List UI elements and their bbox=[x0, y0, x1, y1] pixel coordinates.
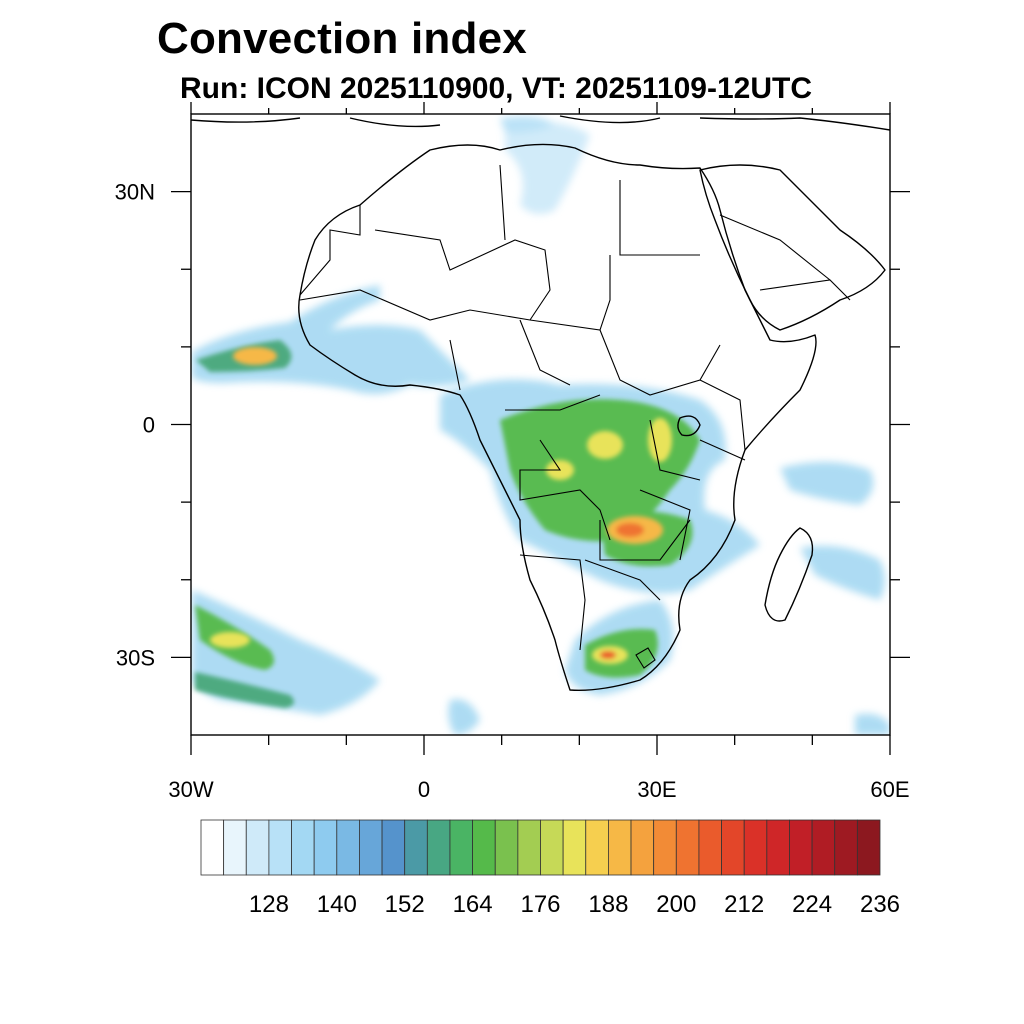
colorbar-swatch bbox=[653, 819, 677, 876]
colorbar-swatch bbox=[359, 819, 383, 876]
lon-tick-label: 30E bbox=[637, 777, 676, 802]
colorbar-tick-label: 140 bbox=[317, 891, 357, 918]
border-central-3 bbox=[639, 419, 701, 561]
colorbar-tick-label: 164 bbox=[453, 891, 493, 918]
colorbar-labels: 128 140 152 164 176 188 200 212 224 236 bbox=[249, 891, 900, 918]
field-mediterranean bbox=[500, 116, 555, 133]
border-south-2 bbox=[599, 519, 691, 561]
colorbar-swatch bbox=[404, 819, 428, 876]
field-core-zambia-red bbox=[616, 523, 644, 537]
border-sudan bbox=[599, 329, 721, 396]
colorbar-tick-label: 128 bbox=[249, 891, 289, 918]
colorbar-swatch bbox=[223, 819, 247, 876]
field-core-congo-2 bbox=[648, 418, 672, 462]
border-north-3 bbox=[499, 164, 700, 256]
colorbar-tick-label: 188 bbox=[588, 891, 628, 918]
field-core-congo-1 bbox=[587, 431, 623, 459]
border-central-2 bbox=[505, 394, 611, 541]
border-east-1 bbox=[699, 379, 746, 461]
colorbar-swatch bbox=[789, 819, 813, 876]
africa-coastline bbox=[298, 143, 817, 691]
colorbar-tick-label: 200 bbox=[656, 891, 696, 918]
lon-tick-label: 30W bbox=[168, 777, 213, 802]
lat-tick-label: 0 bbox=[143, 413, 155, 438]
field-core-sa-red bbox=[600, 651, 616, 659]
field-se-corner bbox=[855, 713, 890, 735]
chart-subtitle: Run: ICON 2025110900, VT: 20251109-12UTC bbox=[180, 72, 813, 105]
colorbar bbox=[200, 819, 881, 876]
border-sahel bbox=[299, 255, 611, 331]
colorbar-swatch bbox=[743, 819, 768, 876]
madagascar-coastline bbox=[764, 527, 814, 622]
colorbar-swatch bbox=[630, 819, 655, 876]
colorbar-tick-label: 152 bbox=[385, 891, 425, 918]
colorbar-swatch bbox=[291, 819, 315, 876]
coastlines bbox=[191, 115, 890, 691]
colorbar-tick-label: 224 bbox=[792, 891, 832, 918]
colorbar-swatch bbox=[336, 819, 360, 876]
colorbar-swatch bbox=[834, 819, 858, 876]
axis-labels: 30W 0 30E 60E 30N 0 30S bbox=[115, 180, 910, 802]
border-south-1 bbox=[519, 554, 661, 651]
field-core-atlantic bbox=[210, 632, 250, 648]
colorbar-swatch bbox=[562, 819, 587, 876]
field-green-atlantic-2 bbox=[195, 672, 294, 708]
arabia-coastline bbox=[699, 164, 886, 331]
border-arabia bbox=[719, 214, 851, 301]
colorbar-swatch bbox=[449, 819, 474, 876]
chart-title: Convection index bbox=[157, 14, 527, 63]
border-north-2 bbox=[374, 229, 551, 321]
lat-tick-label: 30S bbox=[116, 645, 155, 670]
colorbar-swatch bbox=[494, 819, 519, 876]
colorbar-swatch bbox=[313, 819, 338, 876]
colorbar-swatch bbox=[608, 819, 632, 876]
lat-tick-label: 30N bbox=[115, 180, 155, 205]
colorbar-swatch bbox=[426, 819, 451, 876]
colorbar-tick-label: 236 bbox=[860, 891, 900, 918]
colorbar-swatch bbox=[517, 819, 541, 876]
lon-tick-label: 60E bbox=[870, 777, 909, 802]
field-madagascar-band bbox=[800, 545, 885, 600]
colorbar-swatch bbox=[472, 819, 496, 876]
field-south-atlantic-small bbox=[448, 699, 480, 735]
country-borders bbox=[299, 164, 851, 669]
colorbar-swatch bbox=[200, 819, 225, 876]
lake-victoria bbox=[677, 415, 701, 437]
colorbar-swatch bbox=[585, 819, 609, 876]
colorbar-swatch bbox=[675, 819, 700, 876]
colorbar-swatch bbox=[721, 819, 745, 876]
axis-ticks bbox=[171, 102, 910, 755]
colorbar-swatch bbox=[811, 819, 836, 876]
colorbar-swatch bbox=[381, 819, 406, 876]
colorbar-swatch bbox=[268, 819, 292, 876]
europe-coastline bbox=[191, 115, 890, 131]
border-central-1 bbox=[449, 319, 571, 391]
border-north-1 bbox=[299, 205, 361, 296]
plot-area bbox=[191, 114, 890, 735]
lon-tick-label: 0 bbox=[418, 777, 430, 802]
colorbar-swatch bbox=[245, 819, 270, 876]
colorbar-swatch bbox=[856, 819, 881, 876]
colorbar-swatch bbox=[698, 819, 722, 876]
colorbar-swatch bbox=[766, 819, 790, 876]
field-core-westafrica bbox=[233, 347, 277, 365]
colorbar-tick-label: 212 bbox=[724, 891, 764, 918]
colorbar-tick-label: 176 bbox=[520, 891, 560, 918]
colorbar-swatch bbox=[540, 819, 564, 876]
field-indian-ocean-east bbox=[780, 461, 874, 505]
border-lesotho bbox=[635, 647, 656, 669]
